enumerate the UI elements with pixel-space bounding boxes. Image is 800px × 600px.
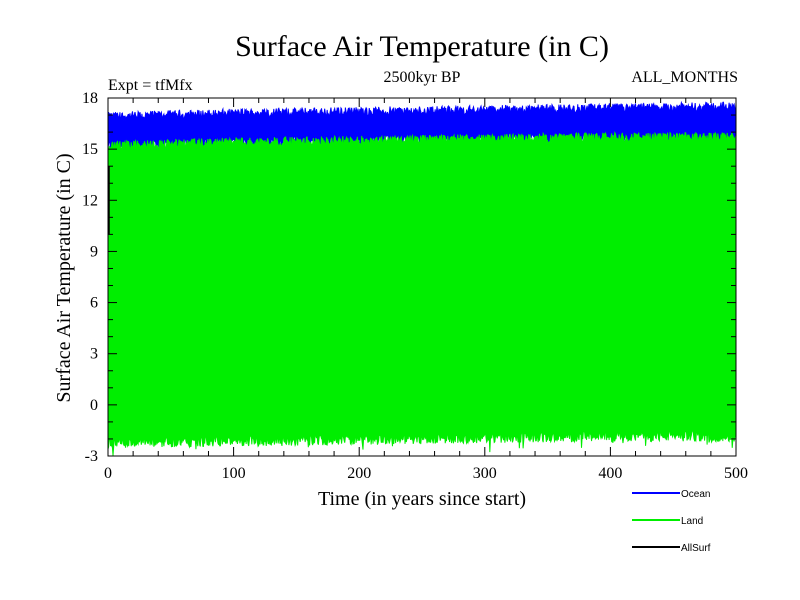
legend-label-allsurf: AllSurf xyxy=(681,543,711,554)
series-layer xyxy=(107,100,737,456)
y-tick-label: -3 xyxy=(85,448,98,465)
y-tick-label: 6 xyxy=(90,295,98,312)
y-axis-label: Surface Air Temperature (in C) xyxy=(53,153,75,402)
x-tick-label: 100 xyxy=(222,465,246,482)
legend-label-land: Land xyxy=(681,516,703,527)
y-tick-label: 12 xyxy=(82,192,98,209)
period-label: ALL_MONTHS xyxy=(631,69,738,86)
x-tick-label: 500 xyxy=(724,465,748,482)
x-tick-label: 300 xyxy=(473,465,497,482)
y-tick-label: 3 xyxy=(90,346,98,363)
plot-frame xyxy=(107,97,737,457)
x-tick-label: 400 xyxy=(598,465,622,482)
y-tick-label: 18 xyxy=(82,90,98,107)
chart-title: Surface Air Temperature (in C) xyxy=(235,30,609,63)
x-tick-label: 0 xyxy=(104,465,112,482)
y-tick-label: 9 xyxy=(90,243,98,260)
legend-label-ocean: Ocean xyxy=(681,489,710,500)
tick-layer: 0 100 200 300 400 500 -3 0 3 6 9 12 15 18 xyxy=(82,90,748,482)
y-tick-label: 0 xyxy=(90,397,98,414)
legend: Ocean Land AllSurf xyxy=(632,489,711,554)
x-axis-label: Time (in years since start) xyxy=(318,488,526,510)
x-tick-label: 200 xyxy=(347,465,371,482)
series-land xyxy=(107,131,737,456)
y-tick-label: 15 xyxy=(82,141,98,158)
expt-label: Expt = tfMfx xyxy=(108,77,193,94)
chart-subtitle: 2500kyr BP xyxy=(384,69,461,86)
